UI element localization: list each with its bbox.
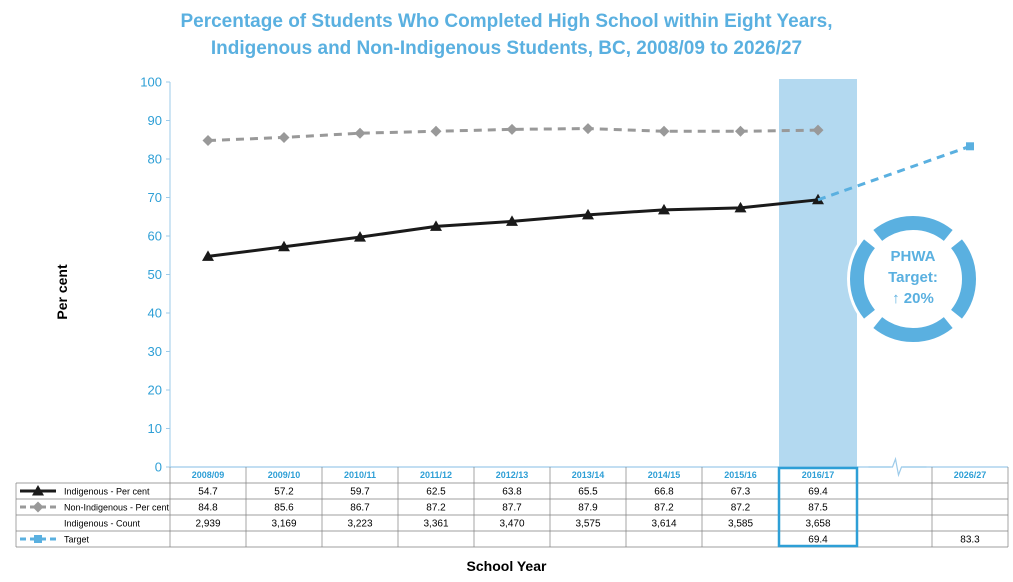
non-indigenous-per-cent-value-label: 87.9 — [578, 503, 598, 514]
y-tick-label: 40 — [148, 306, 162, 321]
y-tick-label: 20 — [148, 383, 162, 398]
chart-title-line-1: Percentage of Students Who Completed Hig… — [180, 11, 833, 32]
indigenous-per-cent-line — [207, 198, 819, 258]
non-indigenous-per-cent-marker — [812, 124, 824, 136]
non-indigenous-per-cent-marker — [735, 125, 746, 137]
indigenous-per-cent-value-label: 62.5 — [426, 487, 446, 498]
indigenous-per-cent-marker — [506, 215, 518, 226]
y-tick-label: 60 — [148, 229, 162, 244]
target-value-label: 69.4 — [808, 535, 828, 546]
x-category-label: 2008/09 — [192, 470, 225, 480]
x-category-label: 2015/16 — [724, 470, 757, 480]
non-indigenous-per-cent-marker — [430, 125, 442, 137]
non-indigenous-per-cent-marker — [202, 135, 214, 147]
chart-title: Percentage of Students Who Completed Hig… — [0, 8, 1013, 62]
highlight-band — [779, 79, 857, 467]
x-category-label: 2009/10 — [268, 470, 301, 480]
indigenous-per-cent-marker — [354, 231, 366, 242]
indigenous-per-cent-legend-label: Indigenous - Per cent — [64, 487, 150, 497]
y-tick-label: 100 — [140, 75, 162, 90]
x-category-label: 2026/27 — [954, 470, 987, 480]
indigenous-per-cent-value-label: 59.7 — [350, 487, 370, 498]
badge-line-3: ↑ 20% — [892, 290, 934, 307]
y-tick-label: 90 — [148, 113, 162, 128]
indigenous-per-cent-value-label: 57.2 — [274, 487, 294, 498]
indigenous-per-cent-value-label: 65.5 — [578, 487, 598, 498]
indigenous-per-cent-marker — [430, 220, 442, 231]
non-indigenous-per-cent-marker — [658, 125, 670, 137]
indigenous-count-value-label: 3,223 — [347, 519, 372, 530]
indigenous-per-cent-value-label: 54.7 — [198, 487, 218, 498]
indigenous-count-value-label: 2,939 — [195, 519, 220, 530]
badge-ring-segment — [873, 316, 953, 342]
y-tick-label: 0 — [155, 460, 162, 475]
indigenous-per-cent-marker — [734, 201, 747, 213]
non-indigenous-per-cent-value-label: 87.5 — [808, 503, 828, 514]
indigenous-per-cent-value-label: 69.4 — [808, 487, 828, 498]
non-indigenous-per-cent-marker — [506, 123, 518, 135]
y-tick-label: 70 — [148, 190, 162, 205]
badge-line-2: Target: — [888, 269, 938, 286]
indigenous-count-value-label: 3,585 — [728, 519, 753, 530]
indigenous-count-value-label: 3,169 — [271, 519, 296, 530]
indigenous-per-cent-value-label: 67.3 — [731, 487, 751, 498]
non-indigenous-per-cent-legend-marker — [32, 501, 44, 513]
non-indigenous-per-cent-marker — [354, 127, 366, 139]
x-category-label: 2010/11 — [344, 470, 376, 480]
highlight-outline — [777, 466, 859, 548]
badge-line-1: PHWA — [890, 248, 936, 265]
x-category-label: 2014/15 — [648, 470, 681, 480]
x-category-label: 2016/17 — [802, 470, 835, 480]
indigenous-count-legend-label: Indigenous - Count — [64, 519, 141, 529]
non-indigenous-per-cent-marker — [278, 131, 290, 143]
badge-ring-segment — [873, 216, 953, 242]
indigenous-per-cent-legend-marker — [32, 485, 44, 496]
y-tick-label: 50 — [148, 267, 162, 282]
indigenous-per-cent-marker — [658, 203, 670, 215]
y-tick-label: 80 — [148, 152, 162, 167]
x-category-label: 2011/12 — [420, 470, 452, 480]
axis-break-marker — [868, 456, 927, 478]
badge-background — [847, 213, 979, 345]
non-indigenous-per-cent-value-label: 87.2 — [426, 503, 446, 514]
non-indigenous-per-cent-value-label: 87.2 — [731, 503, 751, 514]
indigenous-count-value-label: 3,470 — [499, 519, 524, 530]
x-category-label: 2013/14 — [572, 470, 605, 480]
y-tick-label: 30 — [148, 344, 162, 359]
indigenous-per-cent-value-label: 66.8 — [654, 487, 674, 498]
target-marker — [966, 142, 974, 151]
non-indigenous-per-cent-value-label: 87.2 — [654, 503, 674, 514]
indigenous-count-value-label: 3,614 — [651, 519, 676, 530]
non-indigenous-per-cent-marker — [582, 123, 594, 135]
indigenous-per-cent-marker — [278, 240, 290, 252]
target-value-label: 83.3 — [960, 535, 980, 546]
indigenous-count-value-label: 3,361 — [423, 519, 448, 530]
y-axis-label: Per cent — [54, 264, 70, 320]
target-legend-label: Target — [64, 535, 90, 545]
indigenous-per-cent-value-label: 63.8 — [502, 487, 522, 498]
non-indigenous-per-cent-value-label: 85.6 — [274, 503, 294, 514]
non-indigenous-per-cent-value-label: 84.8 — [198, 503, 218, 514]
indigenous-count-value-label: 3,575 — [575, 519, 600, 530]
target-legend-marker — [34, 535, 42, 543]
phwa-target-badge-text: PHWA Target: ↑ 20% — [858, 246, 968, 309]
x-axis-label: School Year — [466, 558, 547, 574]
indigenous-per-cent-marker — [202, 250, 214, 261]
non-indigenous-per-cent-value-label: 87.7 — [502, 503, 522, 514]
x-category-label: 2012/13 — [496, 470, 529, 480]
indigenous-count-value-label: 3,658 — [805, 519, 830, 530]
chart-title-line-2: Indigenous and Non-Indigenous Students, … — [210, 38, 803, 59]
y-tick-label: 10 — [148, 421, 162, 436]
non-indigenous-per-cent-value-label: 86.7 — [350, 503, 370, 514]
badge-ring-segment — [950, 239, 976, 319]
non-indigenous-per-cent-line — [207, 127, 819, 143]
indigenous-per-cent-marker — [582, 208, 594, 220]
non-indigenous-per-cent-legend-label: Non-Indigenous - Per cent — [64, 503, 170, 513]
badge-ring-segment — [850, 239, 876, 319]
